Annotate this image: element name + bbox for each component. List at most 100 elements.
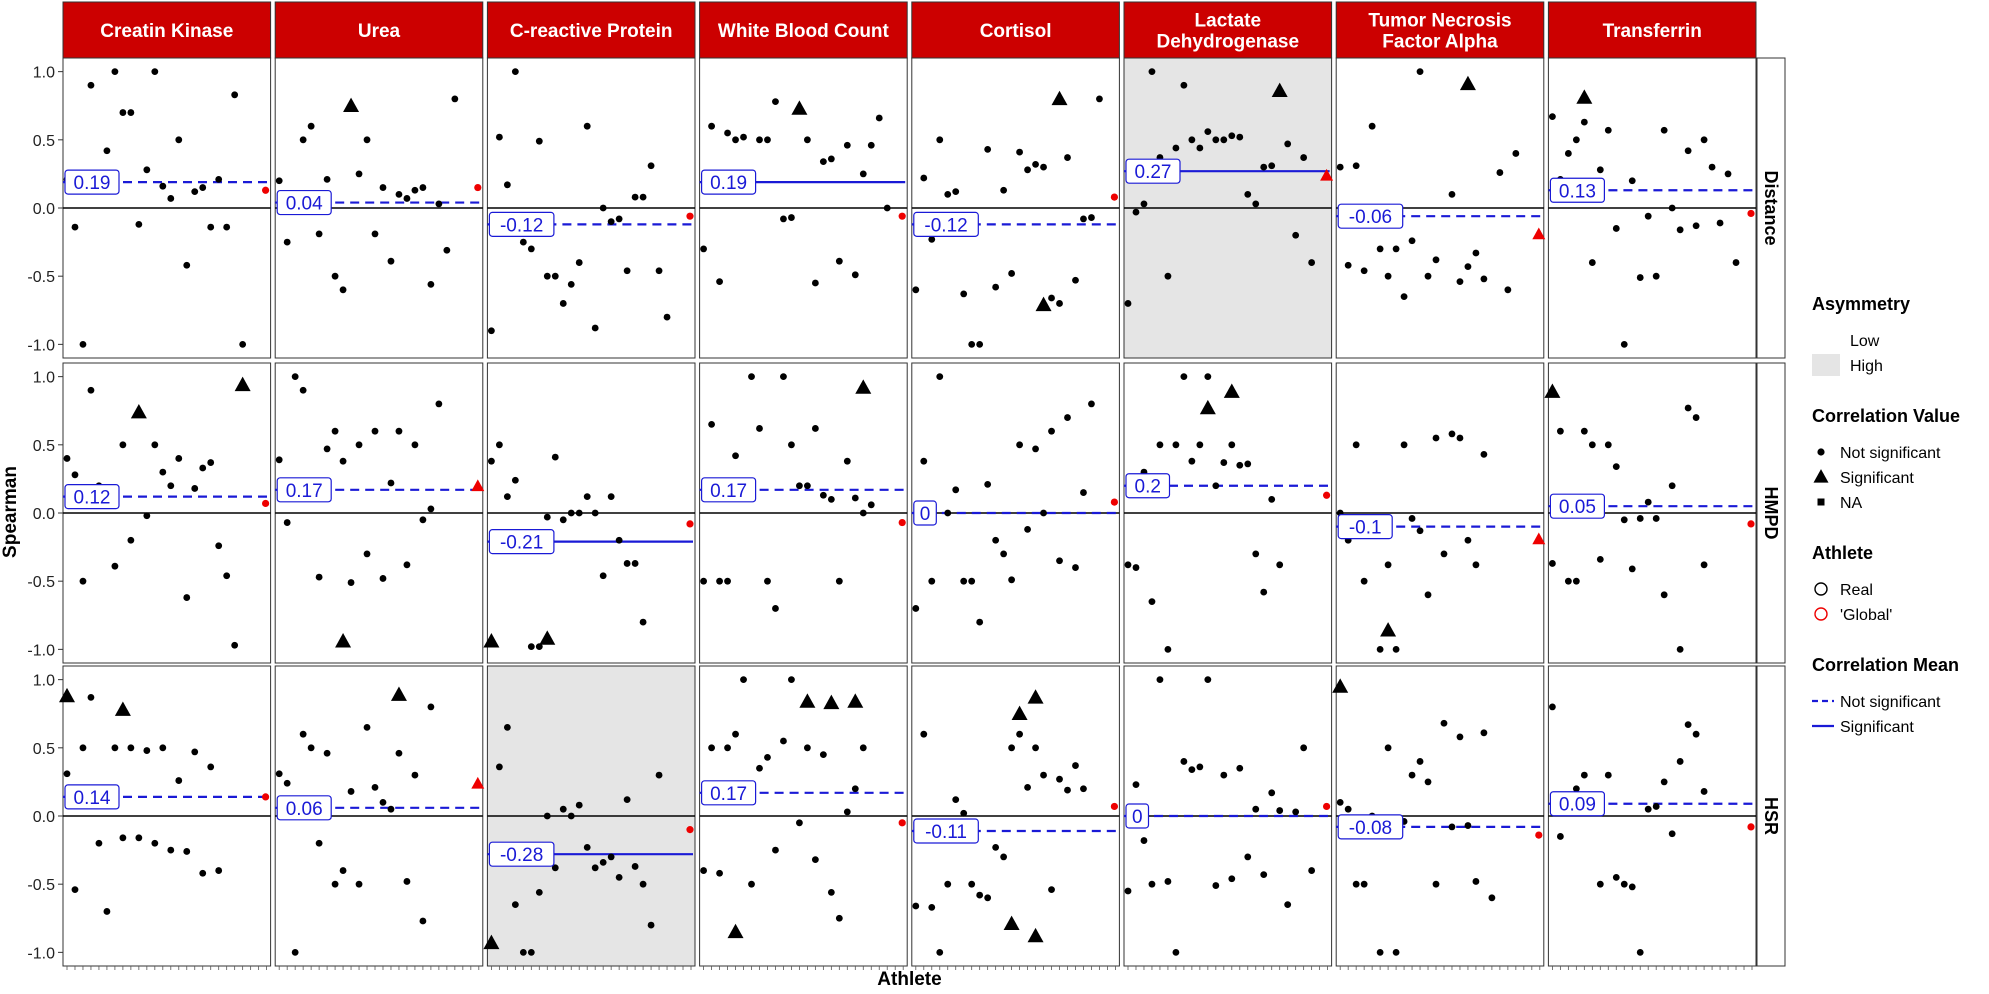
data-point <box>867 501 875 509</box>
data-point <box>1024 525 1031 533</box>
data-point <box>1440 719 1448 727</box>
data-point <box>527 245 535 253</box>
data-point <box>748 880 755 888</box>
data-point <box>639 880 647 888</box>
data-point <box>1336 163 1344 171</box>
data-point <box>851 271 859 279</box>
data-point <box>1549 703 1556 711</box>
strip-label-creatin-kinase: Creatin Kinase <box>100 21 233 42</box>
data-point <box>811 425 819 432</box>
data-point <box>1000 186 1008 194</box>
data-point <box>1392 645 1400 653</box>
global-marker <box>686 520 694 528</box>
data-point <box>1652 803 1660 810</box>
data-point <box>379 798 387 806</box>
panel-cortisol-distance: -0.12 <box>911 57 1120 359</box>
data-point <box>1048 886 1055 894</box>
significant-point <box>1199 399 1216 415</box>
data-point <box>1008 576 1016 584</box>
data-point <box>1652 515 1660 522</box>
data-point <box>716 869 723 877</box>
global-marker <box>1535 831 1543 839</box>
data-point <box>355 441 363 449</box>
data-point <box>1416 68 1424 76</box>
significant-point <box>1459 75 1476 91</box>
data-point <box>1352 441 1360 449</box>
data-point <box>1448 430 1456 438</box>
data-point <box>843 808 851 816</box>
mean-label: 0.06 <box>286 799 323 820</box>
data-point <box>843 457 851 465</box>
panel-urea-distance: 0.04 <box>274 57 484 359</box>
data-point <box>591 324 599 332</box>
data-point <box>339 457 347 465</box>
data-point <box>615 873 623 881</box>
data-point <box>1384 272 1392 280</box>
data-point <box>167 195 175 202</box>
data-point <box>519 238 527 246</box>
panel-white-blood-count-hmpd: 0.17 <box>699 362 908 664</box>
data-point <box>451 95 459 103</box>
data-point <box>1056 557 1063 565</box>
y-tick-label: 1.0 <box>33 370 55 387</box>
data-point <box>803 136 811 144</box>
data-point <box>1384 561 1392 569</box>
data-point <box>883 204 891 212</box>
data-point <box>952 796 960 804</box>
data-point <box>984 480 992 488</box>
data-point <box>607 218 615 226</box>
panel-creatin-kinase-hsr: 0.14 <box>59 665 272 970</box>
data-point <box>503 493 511 501</box>
data-point <box>119 109 127 116</box>
data-point <box>960 290 968 298</box>
mean-label: 0.27 <box>1135 162 1172 183</box>
data-point <box>1612 225 1620 232</box>
data-point <box>944 509 952 517</box>
global-marker <box>1110 802 1118 811</box>
data-point <box>1244 190 1252 198</box>
data-point <box>1228 875 1236 883</box>
significant-point <box>823 694 840 710</box>
data-point <box>95 839 103 847</box>
data-point <box>1148 68 1156 76</box>
data-point <box>363 723 371 731</box>
data-point <box>1260 588 1268 596</box>
data-point <box>1284 901 1292 909</box>
data-point <box>843 141 851 149</box>
data-point <box>1644 212 1652 220</box>
mean-label: 0.19 <box>74 173 111 194</box>
data-point <box>1132 564 1140 571</box>
data-point <box>764 577 771 585</box>
data-point <box>1172 948 1180 956</box>
data-point <box>371 230 379 238</box>
data-point <box>175 136 183 144</box>
data-point <box>920 174 928 182</box>
data-point <box>631 193 639 201</box>
data-point <box>1072 762 1079 769</box>
legend-item-label: Real <box>1840 582 1873 599</box>
data-point <box>968 880 976 888</box>
significant-point <box>234 376 251 392</box>
data-point <box>207 763 215 771</box>
data-point <box>511 68 519 76</box>
data-point <box>1056 300 1063 307</box>
data-point <box>1612 873 1620 881</box>
data-point <box>103 908 111 915</box>
data-point <box>1472 878 1480 885</box>
data-point <box>1464 263 1472 271</box>
data-point <box>1676 758 1684 765</box>
data-point <box>1416 527 1424 535</box>
data-point <box>992 536 1000 544</box>
data-point <box>1064 414 1071 421</box>
data-point <box>1032 744 1039 752</box>
legend-key-athlete-real <box>1814 582 1828 596</box>
data-point <box>331 880 339 888</box>
data-point <box>788 441 795 449</box>
data-point <box>371 427 379 435</box>
data-point <box>663 313 671 321</box>
data-point <box>275 770 283 778</box>
data-point <box>875 114 883 122</box>
significant-point <box>390 686 407 701</box>
data-point <box>135 220 143 228</box>
data-point <box>968 340 976 348</box>
